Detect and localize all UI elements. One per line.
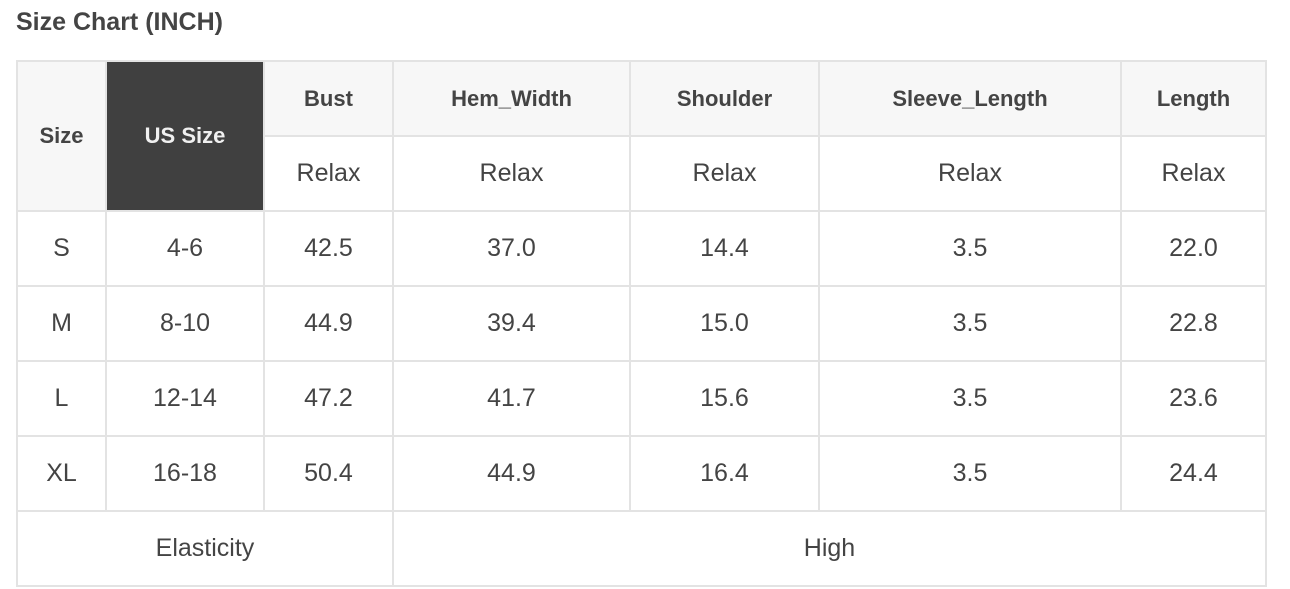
table-cell: 16-18 bbox=[105, 435, 265, 512]
table-cell: 16.4 bbox=[629, 435, 820, 512]
table-cell: 3.5 bbox=[818, 285, 1122, 362]
table-cell: 44.9 bbox=[263, 285, 394, 362]
header-shoulder: Shoulder bbox=[629, 60, 820, 137]
size-chart-table: Size US Size Bust Hem_Width Shoulder Sle… bbox=[16, 60, 1267, 587]
table-cell: 44.9 bbox=[392, 435, 631, 512]
header-hem-width: Hem_Width bbox=[392, 60, 631, 137]
header-sleeve-length: Sleeve_Length bbox=[818, 60, 1122, 137]
table-cell: 22.0 bbox=[1120, 210, 1267, 287]
table-cell: 47.2 bbox=[263, 360, 394, 437]
table-cell: 39.4 bbox=[392, 285, 631, 362]
table-cell: 15.6 bbox=[629, 360, 820, 437]
table-cell: 8-10 bbox=[105, 285, 265, 362]
table-cell: 3.5 bbox=[818, 210, 1122, 287]
header-row: Size US Size Bust Hem_Width Shoulder Sle… bbox=[16, 60, 1267, 212]
table-cell: 12-14 bbox=[105, 360, 265, 437]
table-cell: S bbox=[16, 210, 107, 287]
table-cell: 14.4 bbox=[629, 210, 820, 287]
table-cell: 3.5 bbox=[818, 435, 1122, 512]
table-row: XL 16-18 50.4 44.9 16.4 3.5 24.4 bbox=[16, 435, 1267, 512]
table-cell: 22.8 bbox=[1120, 285, 1267, 362]
table-cell: 3.5 bbox=[818, 360, 1122, 437]
table-cell: 23.6 bbox=[1120, 360, 1267, 437]
header-size: Size bbox=[16, 60, 107, 212]
table-cell: L bbox=[16, 360, 107, 437]
table-cell: 50.4 bbox=[263, 435, 394, 512]
subheader-cell: Relax bbox=[818, 135, 1122, 212]
subheader-cell: Relax bbox=[629, 135, 820, 212]
subheader-row: Relax Relax Relax Relax Relax bbox=[17, 135, 1267, 212]
table-cell: 4-6 bbox=[105, 210, 265, 287]
subheader-cell: Relax bbox=[392, 135, 631, 212]
table-cell: 42.5 bbox=[263, 210, 394, 287]
subheader-cell: Relax bbox=[263, 135, 394, 212]
header-us-size: US Size bbox=[105, 60, 265, 212]
table-cell: XL bbox=[16, 435, 107, 512]
table-cell: M bbox=[16, 285, 107, 362]
table-row: L 12-14 47.2 41.7 15.6 3.5 23.6 bbox=[16, 360, 1267, 437]
page-title: Size Chart (INCH) bbox=[16, 8, 223, 36]
header-length: Length bbox=[1120, 60, 1267, 137]
table-cell: 24.4 bbox=[1120, 435, 1267, 512]
elasticity-label: Elasticity bbox=[16, 510, 394, 587]
subheader-cell: Relax bbox=[1120, 135, 1267, 212]
table-cell: 15.0 bbox=[629, 285, 820, 362]
table-cell: 37.0 bbox=[392, 210, 631, 287]
table-cell: 41.7 bbox=[392, 360, 631, 437]
table-row: M 8-10 44.9 39.4 15.0 3.5 22.8 bbox=[16, 285, 1267, 362]
footer-row: Elasticity High bbox=[16, 510, 1267, 587]
elasticity-value: High bbox=[392, 510, 1267, 587]
header-bust: Bust bbox=[263, 60, 394, 137]
table-row: S 4-6 42.5 37.0 14.4 3.5 22.0 bbox=[16, 210, 1267, 287]
